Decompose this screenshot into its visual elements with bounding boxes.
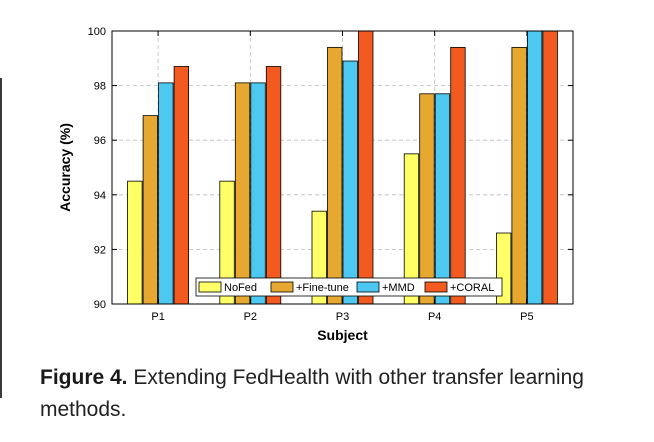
y-axis-label: Accuracy (%) — [57, 123, 73, 212]
bar — [342, 60, 358, 305]
x-tick-label: P2 — [244, 311, 257, 323]
y-tick-label: 96 — [94, 135, 106, 147]
caption-label: Figure 4. — [40, 366, 128, 389]
bar — [142, 115, 159, 305]
y-tick-label: 90 — [94, 299, 106, 311]
x-tick-label: P3 — [336, 311, 349, 323]
side-rule — [0, 78, 2, 398]
y-tick-label: 94 — [94, 190, 106, 202]
y-tick-label: 92 — [94, 244, 106, 256]
figure-caption: Figure 4. Extending FedHealth with other… — [40, 362, 640, 426]
bar — [511, 46, 527, 305]
legend-swatch — [198, 281, 222, 293]
legend-label: NoFed — [224, 282, 257, 294]
bar — [265, 66, 282, 305]
x-tick-label: P1 — [151, 311, 164, 323]
legend-swatch — [424, 281, 448, 293]
legend: NoFed +Fine-tune +MMD +CORAL — [195, 277, 503, 297]
y-tick-label: 100 — [88, 26, 106, 38]
bar — [173, 66, 190, 305]
bar-chart: 90 92 94 96 98 100 P1 P2 P3 P4 P5 Accuracy (%) Sub… — [57, 26, 574, 343]
bars — [127, 30, 558, 305]
legend-swatch — [270, 281, 294, 293]
x-tick-label: P4 — [428, 311, 441, 323]
bar — [450, 46, 466, 305]
bar — [127, 180, 143, 305]
bar — [419, 93, 435, 305]
bar — [327, 46, 343, 305]
x-axis-label: Subject — [317, 327, 368, 343]
bar — [358, 30, 374, 305]
legend-label: +MMD — [382, 282, 415, 294]
bar — [234, 82, 251, 305]
legend-swatch — [356, 281, 380, 293]
legend-label: +Fine-tune — [296, 282, 349, 294]
axis-ticks: 90 92 94 96 98 100 P1 P2 P3 P4 P5 — [88, 26, 573, 323]
x-tick-label: P5 — [520, 311, 533, 323]
bar — [158, 82, 174, 305]
y-tick-label: 98 — [94, 81, 106, 93]
legend-label: +CORAL — [450, 282, 494, 294]
grid-lines — [112, 30, 573, 305]
bar — [527, 30, 543, 305]
bar — [542, 30, 558, 305]
bar — [434, 93, 451, 305]
bar — [250, 82, 266, 305]
caption-text: Extending FedHealth with other transfer … — [40, 366, 584, 421]
